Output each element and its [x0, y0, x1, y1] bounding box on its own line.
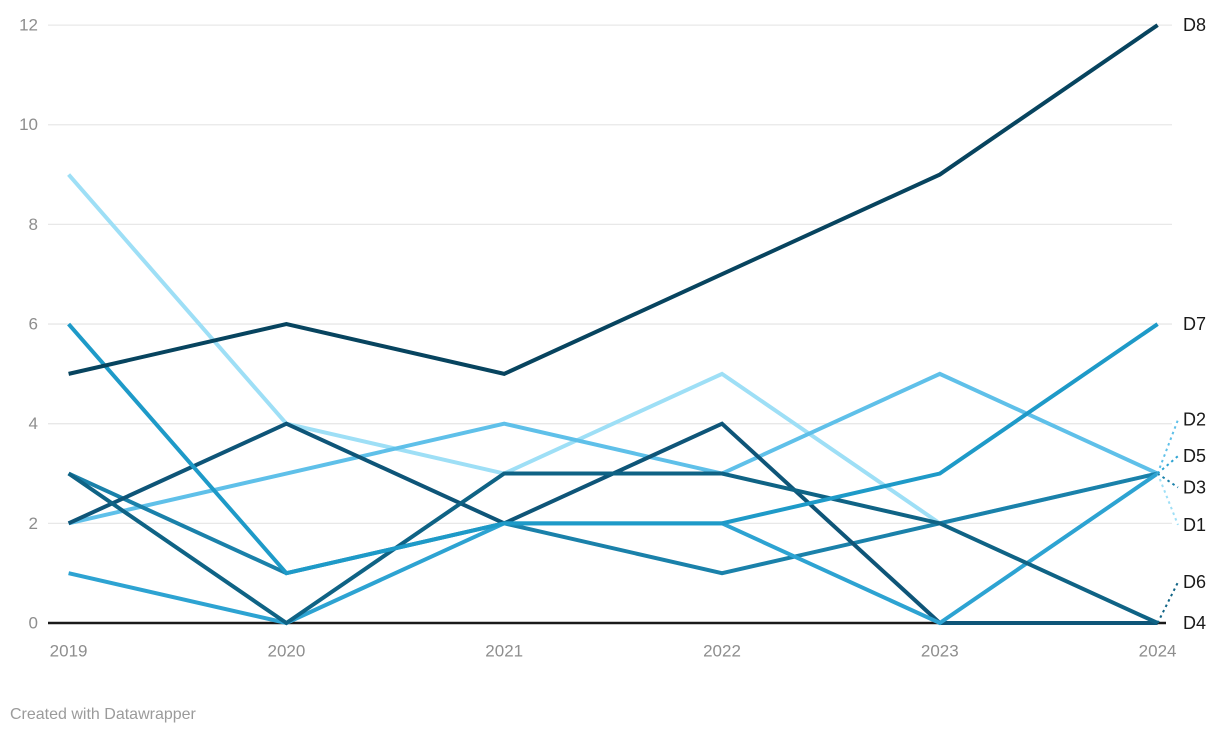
x-tick-label-2019: 2019	[50, 642, 88, 661]
series-line-D7[interactable]	[67, 322, 1159, 576]
series-label-D4: D4	[1183, 613, 1206, 633]
y-tick-label-12: 12	[19, 16, 38, 35]
series-label-D6: D6	[1183, 572, 1206, 592]
series-line-D2[interactable]	[68, 371, 1159, 526]
y-tick-label-2: 2	[29, 514, 38, 533]
y-tick-label-10: 10	[19, 115, 38, 134]
x-tick-label-2022: 2022	[703, 642, 741, 661]
series-line-D8[interactable]	[68, 23, 1159, 376]
datawrapper-credit-link[interactable]: Created with Datawrapper	[10, 706, 196, 723]
series-line-D3[interactable]	[67, 471, 1159, 576]
y-tick-label-6: 6	[29, 315, 38, 334]
x-tick-label-2021: 2021	[485, 642, 523, 661]
y-tick-label-8: 8	[29, 215, 38, 234]
x-axis-tick-labels: 2019 2020 2021 2022 2023 2024	[50, 642, 1177, 661]
x-tick-label-2020: 2020	[267, 642, 305, 661]
series-label-D3: D3	[1183, 477, 1206, 497]
y-tick-label-0: 0	[29, 614, 38, 633]
series-line-D6[interactable]	[67, 471, 1159, 626]
series-label-D8: D8	[1183, 15, 1206, 35]
series-label-D1: D1	[1183, 515, 1206, 535]
series-label-D2: D2	[1183, 410, 1206, 430]
series-label-D5: D5	[1183, 446, 1206, 466]
x-tick-label-2023: 2023	[921, 642, 959, 661]
series-label-D7: D7	[1183, 314, 1206, 334]
x-tick-label-2024: 2024	[1139, 642, 1177, 661]
series-labels: D1 D2 D3 D4 D5 D6 D7 D8	[1183, 15, 1206, 633]
leader-line-D5	[1156, 455, 1179, 475]
leader-line-D3	[1157, 472, 1179, 489]
label-leader-lines	[1156, 419, 1179, 624]
y-axis-tick-labels: 0 2 4 6 8 10 12	[19, 16, 38, 633]
leader-line-D6	[1156, 581, 1179, 624]
y-tick-label-4: 4	[29, 414, 38, 433]
series-lines	[67, 23, 1159, 626]
series-line-D1[interactable]	[67, 173, 1159, 526]
